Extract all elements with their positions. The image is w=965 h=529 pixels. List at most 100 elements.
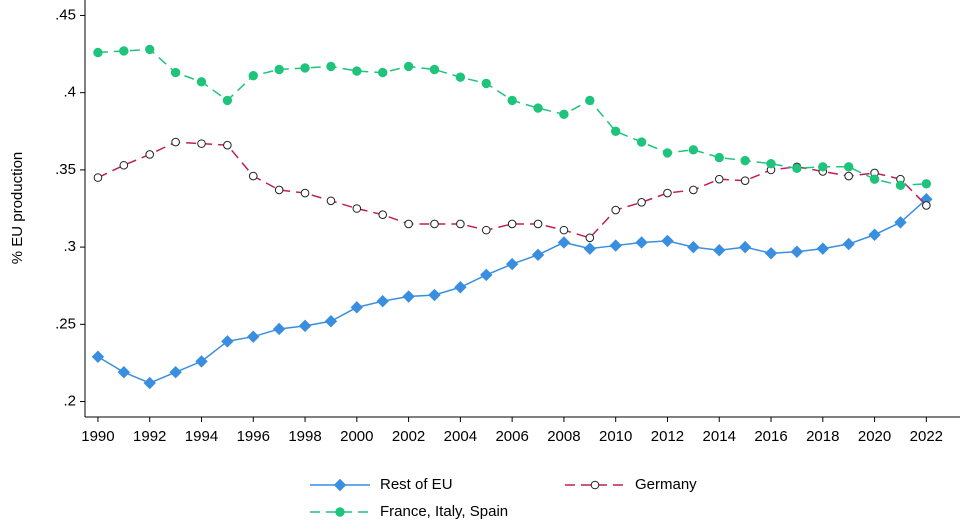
- legend-marker: [590, 480, 600, 490]
- point: [119, 160, 129, 170]
- point: [663, 188, 672, 198]
- point: [429, 64, 440, 75]
- legend-marker: [335, 507, 345, 517]
- x-tick-label: 2006: [495, 428, 528, 445]
- point: [689, 185, 698, 195]
- point: [585, 233, 595, 243]
- point: [738, 240, 752, 254]
- point: [221, 335, 234, 348]
- point: [792, 163, 802, 174]
- point: [868, 228, 881, 241]
- point: [197, 139, 206, 148]
- x-tick-label: 2010: [599, 428, 632, 445]
- point: [223, 140, 232, 150]
- point: [350, 301, 364, 314]
- y-tick-label: .3: [63, 238, 76, 255]
- point: [505, 257, 519, 271]
- x-tick-label: 2000: [340, 428, 373, 445]
- point: [533, 219, 543, 229]
- x-tick-label: 2014: [703, 428, 736, 445]
- point: [714, 152, 724, 163]
- x-tick-label: 2004: [444, 428, 477, 445]
- y-tick-label: .45: [55, 6, 76, 23]
- point: [842, 237, 855, 251]
- point: [816, 242, 830, 255]
- point: [378, 67, 388, 78]
- y-tick-label: .4: [63, 84, 76, 101]
- x-tick-label: 1994: [185, 428, 218, 445]
- point: [170, 67, 181, 78]
- point: [195, 355, 208, 368]
- point: [93, 47, 103, 58]
- point: [403, 61, 414, 72]
- point: [610, 126, 621, 136]
- point: [713, 243, 726, 257]
- x-tick-label: 1996: [237, 428, 270, 445]
- point: [454, 281, 467, 294]
- point: [145, 150, 155, 159]
- point: [843, 162, 854, 172]
- point: [922, 201, 931, 210]
- point: [455, 72, 466, 82]
- point: [169, 366, 182, 379]
- point: [869, 174, 880, 184]
- point: [583, 242, 597, 255]
- point: [119, 46, 129, 56]
- y-tick-label: .2: [63, 393, 76, 410]
- point: [818, 162, 828, 172]
- point: [533, 103, 543, 113]
- point: [145, 44, 155, 55]
- point: [274, 185, 284, 195]
- x-tick-label: 2018: [806, 428, 839, 445]
- point: [688, 145, 699, 155]
- point: [171, 137, 180, 147]
- point: [300, 188, 310, 198]
- point: [456, 219, 465, 229]
- point: [196, 77, 207, 87]
- point: [93, 173, 103, 182]
- point: [637, 198, 646, 207]
- legend-label: Germany: [635, 476, 697, 493]
- point: [272, 322, 286, 336]
- point: [557, 236, 571, 249]
- legend-marker: [333, 478, 347, 492]
- point: [895, 180, 906, 191]
- point: [844, 171, 853, 181]
- x-tick-label: 2008: [547, 428, 580, 445]
- point: [661, 234, 674, 248]
- point: [559, 109, 569, 119]
- x-tick-label: 2022: [910, 428, 943, 445]
- point: [247, 330, 260, 343]
- point: [507, 219, 517, 229]
- point: [376, 294, 389, 308]
- y-tick-label: .25: [55, 315, 76, 332]
- point: [248, 70, 258, 81]
- point: [91, 350, 105, 363]
- x-tick-label: 1998: [288, 428, 321, 445]
- point: [687, 240, 700, 254]
- y-axis-label: % EU production: [9, 152, 26, 265]
- point: [531, 248, 545, 262]
- x-tick-label: 2016: [754, 428, 787, 445]
- point: [352, 66, 362, 76]
- point: [921, 179, 932, 189]
- x-tick-label: 1990: [81, 428, 114, 445]
- point: [428, 288, 441, 302]
- legend-label: France, Italy, Spain: [380, 503, 508, 520]
- point: [635, 236, 648, 249]
- point: [481, 78, 491, 89]
- point: [609, 239, 622, 252]
- point: [740, 176, 750, 185]
- point: [662, 148, 673, 158]
- point: [222, 95, 233, 106]
- x-tick-label: 2020: [858, 428, 891, 445]
- point: [326, 196, 336, 206]
- point: [764, 247, 778, 260]
- point: [480, 268, 493, 282]
- point: [298, 319, 312, 333]
- point: [404, 219, 413, 229]
- point: [274, 64, 284, 75]
- point: [611, 205, 620, 215]
- point: [402, 290, 415, 303]
